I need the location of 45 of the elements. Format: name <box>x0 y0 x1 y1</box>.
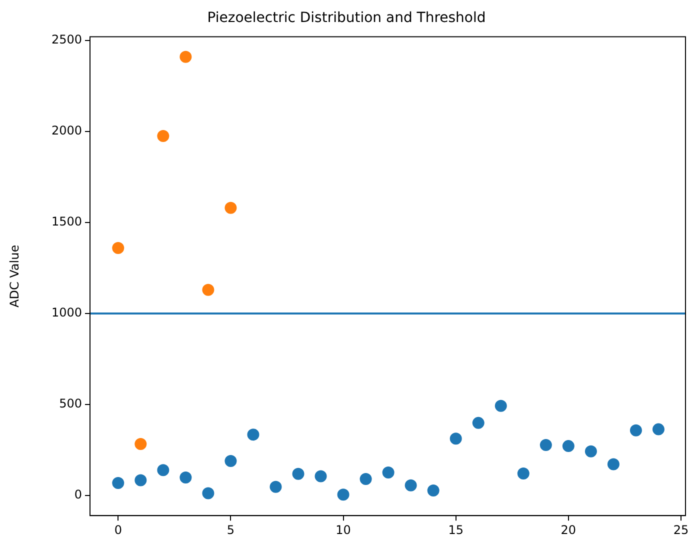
x-tick-label: 15 <box>448 522 464 537</box>
y-tick-label: 2000 <box>51 124 82 138</box>
point <box>268 480 283 494</box>
x-tick-label: 20 <box>560 522 576 537</box>
point <box>111 476 126 490</box>
point <box>561 439 576 454</box>
point <box>426 483 440 498</box>
point <box>246 428 260 442</box>
point <box>358 472 373 486</box>
point <box>201 282 216 297</box>
x-tick-label: 5 <box>226 522 235 537</box>
point <box>628 423 643 438</box>
y-tick-label: 1000 <box>51 306 82 320</box>
point <box>156 463 170 478</box>
point <box>516 466 530 481</box>
point <box>134 437 148 452</box>
point <box>224 454 238 468</box>
x-tick-label: 0 <box>114 522 122 537</box>
point <box>584 444 598 458</box>
x-tick-label: 10 <box>336 522 351 537</box>
y-tick-label: 500 <box>59 396 82 411</box>
point <box>178 50 193 64</box>
point <box>134 473 148 488</box>
y-tick-label: 1500 <box>51 214 82 229</box>
point <box>471 416 486 430</box>
point <box>201 486 216 500</box>
point <box>448 432 463 446</box>
x-tick-label: 25 <box>673 522 689 537</box>
point <box>538 438 553 452</box>
point <box>494 398 508 413</box>
chart-title: Piezoelectric Distribution and Threshold <box>207 10 486 26</box>
y-tick-label: 0 <box>74 488 82 502</box>
point <box>111 240 126 255</box>
point <box>404 478 418 492</box>
point <box>381 465 396 480</box>
point <box>336 488 350 502</box>
point <box>651 422 666 436</box>
point <box>606 457 620 472</box>
point <box>178 470 193 485</box>
y-axis-title: ADC Value <box>7 244 22 308</box>
y-tick-label: 2500 <box>51 32 82 47</box>
point <box>224 200 238 215</box>
point <box>291 466 306 481</box>
point <box>314 469 328 484</box>
point <box>156 129 170 144</box>
